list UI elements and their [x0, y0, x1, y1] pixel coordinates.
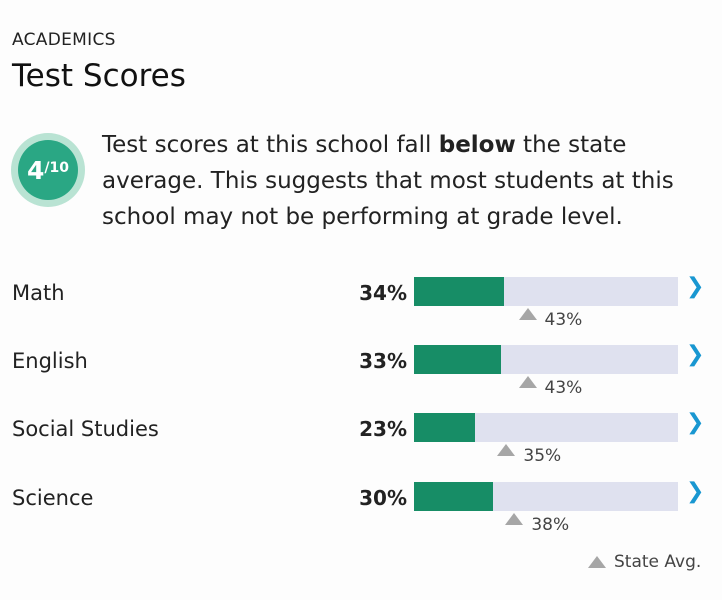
- subject-score: 23%: [359, 417, 407, 441]
- subject-score: 34%: [359, 281, 407, 305]
- subject-score: 30%: [359, 486, 407, 510]
- triangle-up-icon: [518, 376, 537, 388]
- state-average-marker: 43%: [518, 372, 583, 398]
- legend-label: State Avg.: [614, 552, 702, 572]
- rating-out-of: /10: [44, 160, 69, 176]
- score-bar-fill: [414, 413, 475, 442]
- section-label: ACADEMICS: [12, 30, 116, 50]
- triangle-up-icon: [518, 308, 537, 320]
- state-average-value: 38%: [531, 515, 570, 535]
- triangle-up-icon: [497, 444, 516, 456]
- state-average-marker: 38%: [505, 509, 569, 535]
- rating-badge: 4 /10: [11, 133, 85, 207]
- legend: State Avg.: [588, 552, 701, 572]
- subject-row[interactable]: English 33% ❯ 43%: [0, 336, 722, 398]
- summary-emphasis: below: [438, 132, 516, 158]
- state-average-value: 35%: [523, 446, 562, 466]
- subject-row[interactable]: Social Studies 23% ❯ 35%: [0, 404, 722, 466]
- chevron-right-icon[interactable]: ❯: [686, 479, 705, 504]
- subject-name: English: [12, 349, 88, 373]
- chevron-right-icon[interactable]: ❯: [686, 274, 705, 299]
- rating-circle: 4 /10: [18, 140, 78, 200]
- score-bar-fill: [414, 482, 494, 511]
- subject-row[interactable]: Math 34% ❯ 43%: [0, 268, 722, 330]
- subject-row[interactable]: Science 30% ❯ 38%: [0, 473, 722, 535]
- subject-name: Math: [12, 281, 65, 305]
- state-average-marker: 35%: [497, 440, 561, 466]
- score-bar: [414, 482, 678, 511]
- state-average-value: 43%: [544, 378, 583, 398]
- subject-score: 33%: [359, 349, 407, 373]
- triangle-up-icon: [505, 513, 524, 525]
- summary-pre: Test scores at this school fall: [102, 132, 439, 158]
- state-average-value: 43%: [544, 310, 583, 330]
- score-bar-fill: [414, 345, 502, 374]
- score-bar: [414, 277, 678, 306]
- summary-post: the state average. This suggests that mo…: [102, 132, 674, 230]
- chevron-right-icon[interactable]: ❯: [686, 342, 705, 367]
- score-bar: [414, 345, 678, 374]
- state-average-marker: 43%: [518, 304, 583, 330]
- score-bar-fill: [414, 277, 504, 306]
- triangle-up-icon: [588, 556, 606, 568]
- summary-text: Test scores at this school fall below th…: [102, 127, 712, 235]
- subject-name: Science: [12, 486, 94, 510]
- chevron-right-icon[interactable]: ❯: [686, 410, 705, 435]
- rating-score: 4: [26, 155, 45, 185]
- score-bar: [414, 413, 678, 442]
- page-title: Test Scores: [12, 58, 186, 94]
- subject-name: Social Studies: [12, 417, 159, 441]
